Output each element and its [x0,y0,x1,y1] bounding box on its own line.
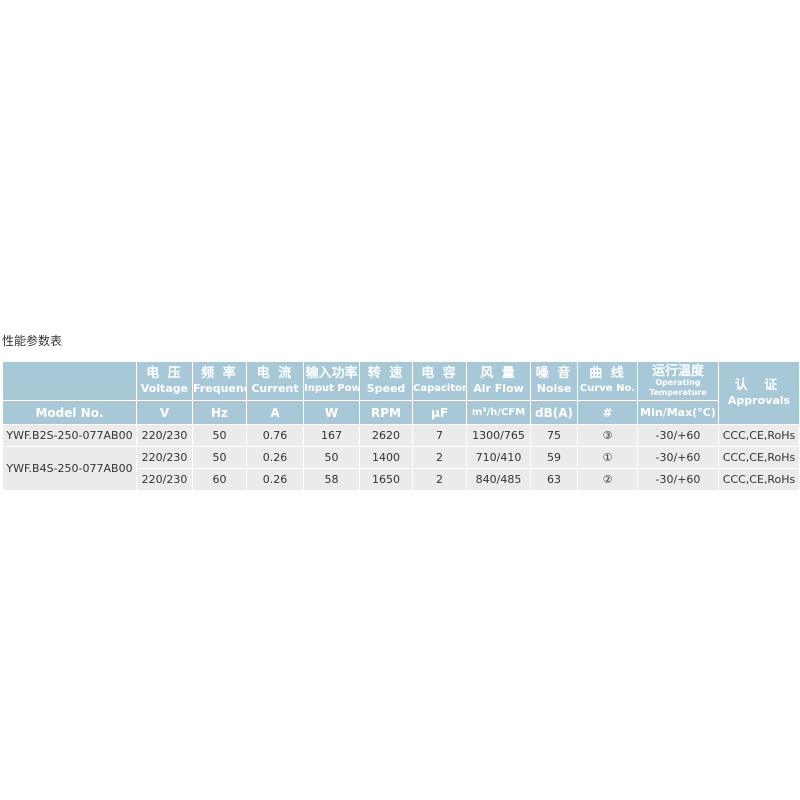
header-zh: 频 率 [201,366,238,381]
unit: A [246,400,304,425]
header-en: Capacitor [413,383,467,394]
table-cell: 1650 [359,468,413,491]
table-cell: 75 [530,424,578,447]
table-cell: 840/485 [466,468,531,491]
header-en: Current [251,382,299,395]
header-en: Voltage [140,382,189,395]
header-zh: 运行温度 [651,363,704,379]
header-zh: 曲 线 [589,366,626,381]
col-header: 输入功率 Input Power [303,361,360,401]
table-cell: 50 [192,446,247,469]
table-cell: 220/230 [136,446,193,469]
col-header: 电 流 Current [246,361,304,401]
table-cell: 220/230 [136,424,193,447]
table-cell: 710/410 [466,446,531,469]
approvals-header: 认 证 Approvals [718,361,800,425]
table-cell: 0.26 [246,468,304,491]
unit: RPM [359,400,413,425]
table-cell: 2620 [359,424,413,447]
header-zh: 电 容 [421,366,458,381]
model-header-blank [2,361,137,401]
page-title: 性能参数表 [2,334,63,348]
unit: Min/Max(°C) [637,400,719,425]
header-en: Operating Temperature [649,377,707,397]
header-zh: 电 压 [146,366,183,381]
col-header: 电 容 Capacitor [412,361,467,401]
unit: μF [412,400,467,425]
col-header: 运行温度 Operating Temperature [637,361,719,401]
header-en: Approvals [727,394,791,407]
table-cell: 220/230 [136,468,193,491]
table-cell: 1400 [359,446,413,469]
header-en: Curve No. [579,383,636,394]
col-header: 转 速 Speed [359,361,413,401]
table-cell: 2 [412,446,467,469]
header-zh: 噪 音 [535,366,573,381]
unit: V [136,400,193,425]
table-cell: CCC,CE,RoHs [718,446,800,469]
table-cell: 7 [412,424,467,447]
unit-row: Model No. V Hz A W RPM μF m³/h/CFM dB(A)… [2,400,800,425]
table-cell: 50 [192,424,247,447]
col-header: 风 量 Air Flow [466,361,531,401]
table-cell: -30/+60 [637,424,719,447]
table-cell: 59 [530,446,578,469]
col-header: 曲 线 Curve No. [577,361,638,401]
unit: m³/h/CFM [466,400,531,425]
table-cell: -30/+60 [637,468,719,491]
unit: dB(A) [530,400,578,425]
model-header: Model No. [2,400,137,425]
unit: Hz [192,400,247,425]
header-zh: 电 流 [256,366,294,381]
table-cell: 1300/765 [466,424,531,447]
table-cell: ③ [577,424,638,447]
table-row: 220/230 60 0.26 58 1650 2 840/485 63 ② -30/+60 CCC… [3,468,800,491]
model-cell: YWF.B2S-250-077AB00 [2,424,137,447]
table-cell: CCC,CE,RoHs [718,468,800,491]
table-row: YWF.B4S-250-077AB00 220/230 50 0.26 50 1400 2 7… [2,446,800,491]
header-zh: 输入功率 [305,366,358,381]
col-header: 电 压 Voltage [136,361,193,401]
table-cell: ② [577,468,638,491]
table-cell: 167 [303,424,360,447]
table-cell: 50 [303,446,360,469]
table-cell: CCC,CE,RoHs [718,424,800,447]
table-cell: 63 [530,468,578,491]
col-header: 噪 音 Noise [530,361,578,401]
header-en: Input Power [304,383,359,394]
col-header: 频 率Frequency [192,361,247,401]
table-cell: ① [577,446,638,469]
table-cell: 58 [303,468,360,491]
header-en: Frequency [193,382,246,395]
unit: # [577,400,638,425]
header-en: Speed [366,382,406,395]
header-en: Air Flow [473,382,524,395]
model-cell: YWF.B4S-250-077AB00 [2,446,137,491]
header-en: Noise [536,382,572,395]
header-zh: 风 量 [480,366,517,381]
header-zh: 转 速 [367,366,405,381]
table-row: YWF.B2S-250-077AB00 220/230 50 0.76 167 2620 7… [2,424,800,447]
table-cell: 2 [412,468,467,491]
unit: W [303,400,360,425]
table-cell: 0.76 [246,424,304,447]
table-cell: 0.26 [246,446,304,469]
table-cell: 60 [192,468,247,491]
header-zh: 认 证 [734,378,784,393]
table-cell: -30/+60 [637,446,719,469]
